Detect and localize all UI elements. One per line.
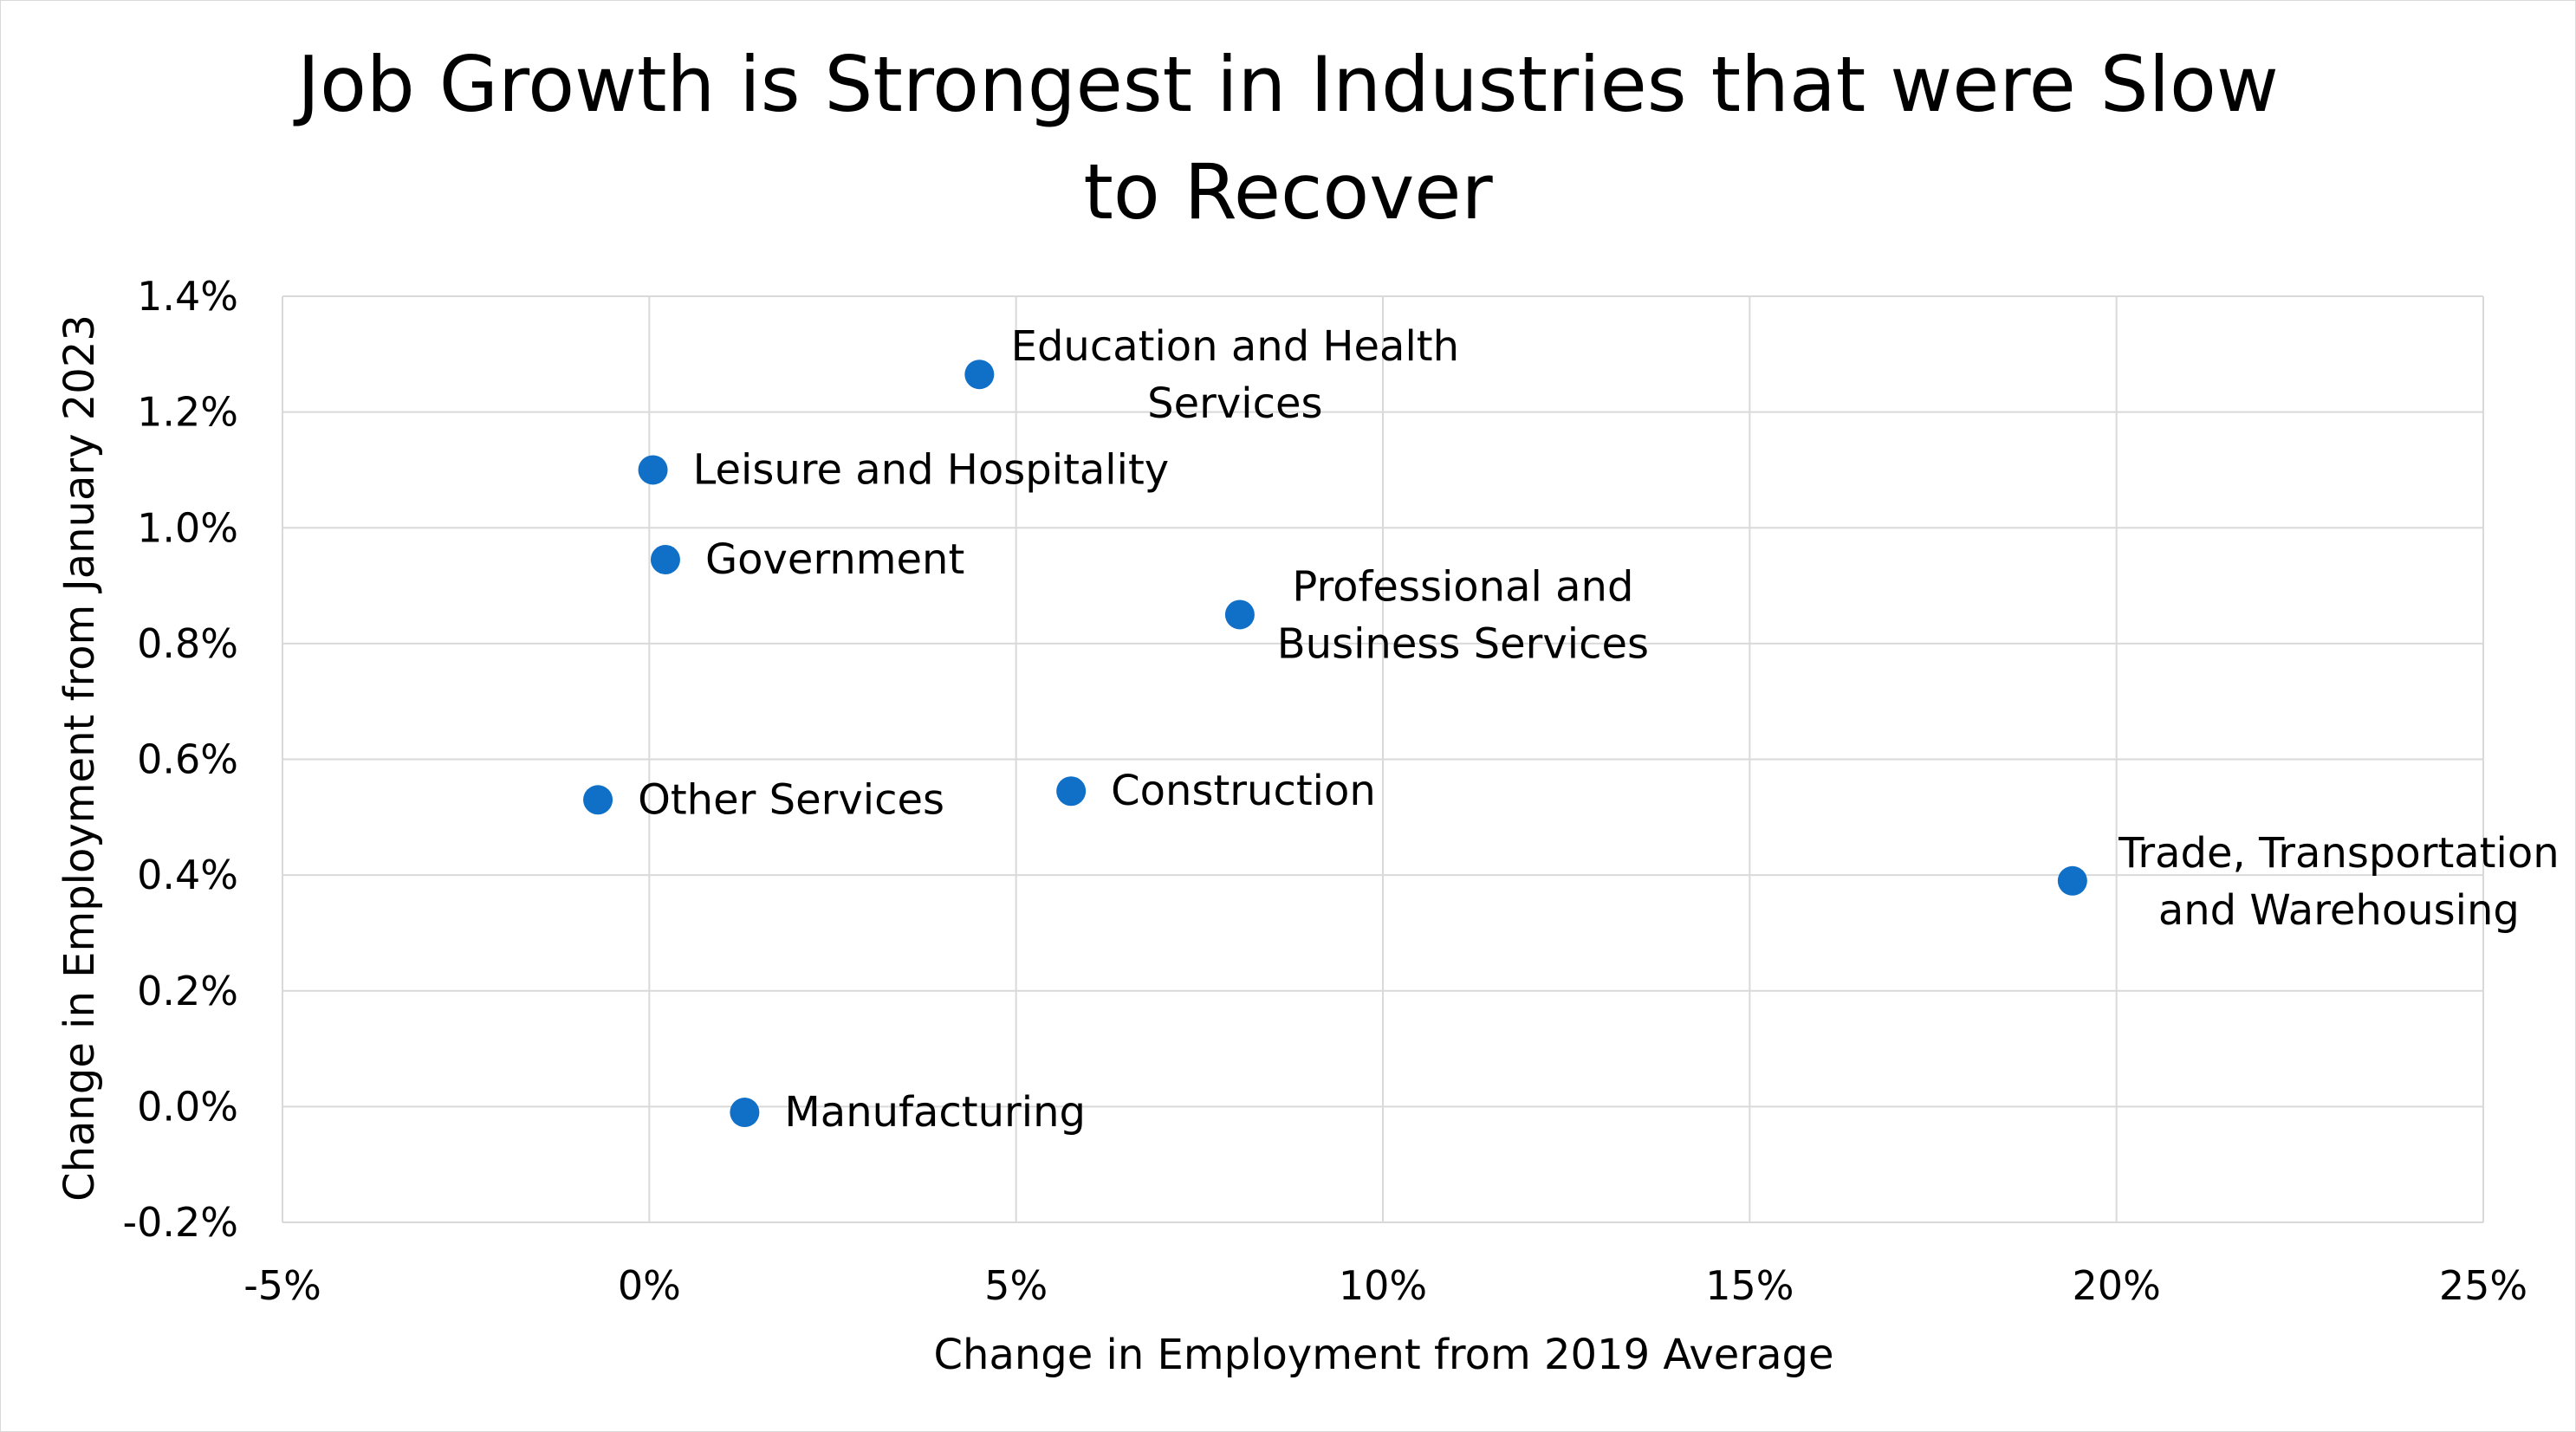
y-tick-label: 0.6% [137, 736, 238, 783]
x-tick-label: -5% [243, 1262, 321, 1309]
point-label: Leisure and Hospitality [693, 445, 1170, 494]
point-label: Construction [1111, 767, 1376, 815]
x-tick-label: 20% [2073, 1262, 2161, 1309]
y-tick-label: 1.4% [137, 273, 238, 320]
point-label-line: Services [1147, 379, 1322, 428]
x-tick-label: 5% [984, 1262, 1048, 1309]
point-label-line: Trade, Transportation [2118, 829, 2560, 878]
chart-title-line-2: to Recover [1083, 147, 1493, 237]
point-label-line: Leisure and Hospitality [693, 445, 1170, 494]
y-axis-ticks: -0.2% 0.0% 0.2% 0.4% 0.6% 0.8% 1.0% 1.2% 1.4% [123, 273, 238, 1246]
point-label-line: Government [705, 535, 964, 584]
point-label: Professional and Business Services [1277, 562, 1649, 668]
point-label-line: Education and Health [1011, 322, 1459, 371]
chart-title: Job Growth is Strongest in Industries th… [173, 31, 2403, 246]
data-points [583, 360, 2087, 1128]
data-point [583, 785, 613, 815]
point-label: Trade, Transportation and Warehousing [2118, 829, 2560, 935]
y-tick-label: -0.2% [123, 1199, 238, 1246]
data-point [650, 544, 680, 574]
data-point [638, 455, 668, 485]
y-tick-label: 0.4% [137, 852, 238, 898]
data-point [2057, 865, 2087, 896]
x-tick-label: 15% [1705, 1262, 1794, 1309]
x-axis-ticks: -5% 0% 5% 10% 15% 20% 25% [243, 1262, 2527, 1309]
chart-title-line-1: Job Growth is Strongest in Industries th… [297, 40, 2279, 129]
y-tick-label: 0.0% [137, 1083, 238, 1130]
y-tick-label: 1.0% [137, 504, 238, 551]
y-tick-label: 1.2% [137, 389, 238, 436]
x-tick-label: 25% [2439, 1262, 2527, 1309]
point-label: Other Services [638, 775, 944, 824]
point-label-line: Construction [1111, 767, 1376, 815]
point-labels: Education and Health Services Leisure and … [638, 322, 2560, 1137]
data-point [964, 360, 995, 390]
point-label-line: Professional and [1292, 562, 1633, 611]
point-label-line: and Warehousing [2158, 886, 2520, 935]
grid-lines [282, 295, 2484, 1223]
x-tick-label: 10% [1339, 1262, 1427, 1309]
data-point [1056, 776, 1087, 807]
point-label: Education and Health Services [1011, 322, 1459, 428]
point-label-line: Business Services [1277, 619, 1649, 668]
data-point [730, 1098, 760, 1128]
point-label: Manufacturing [784, 1088, 1086, 1137]
point-label: Government [705, 535, 964, 584]
point-label-line: Manufacturing [784, 1088, 1086, 1137]
y-tick-label: 0.8% [137, 620, 238, 667]
x-axis-label: Change in Employment from 2019 Average [934, 1331, 1834, 1379]
y-tick-label: 0.2% [137, 968, 238, 1014]
point-label-line: Other Services [638, 775, 944, 824]
y-axis-label: Change in Employment from January 2023 [55, 314, 104, 1202]
x-tick-label: 0% [618, 1262, 681, 1309]
data-point [1224, 599, 1255, 630]
